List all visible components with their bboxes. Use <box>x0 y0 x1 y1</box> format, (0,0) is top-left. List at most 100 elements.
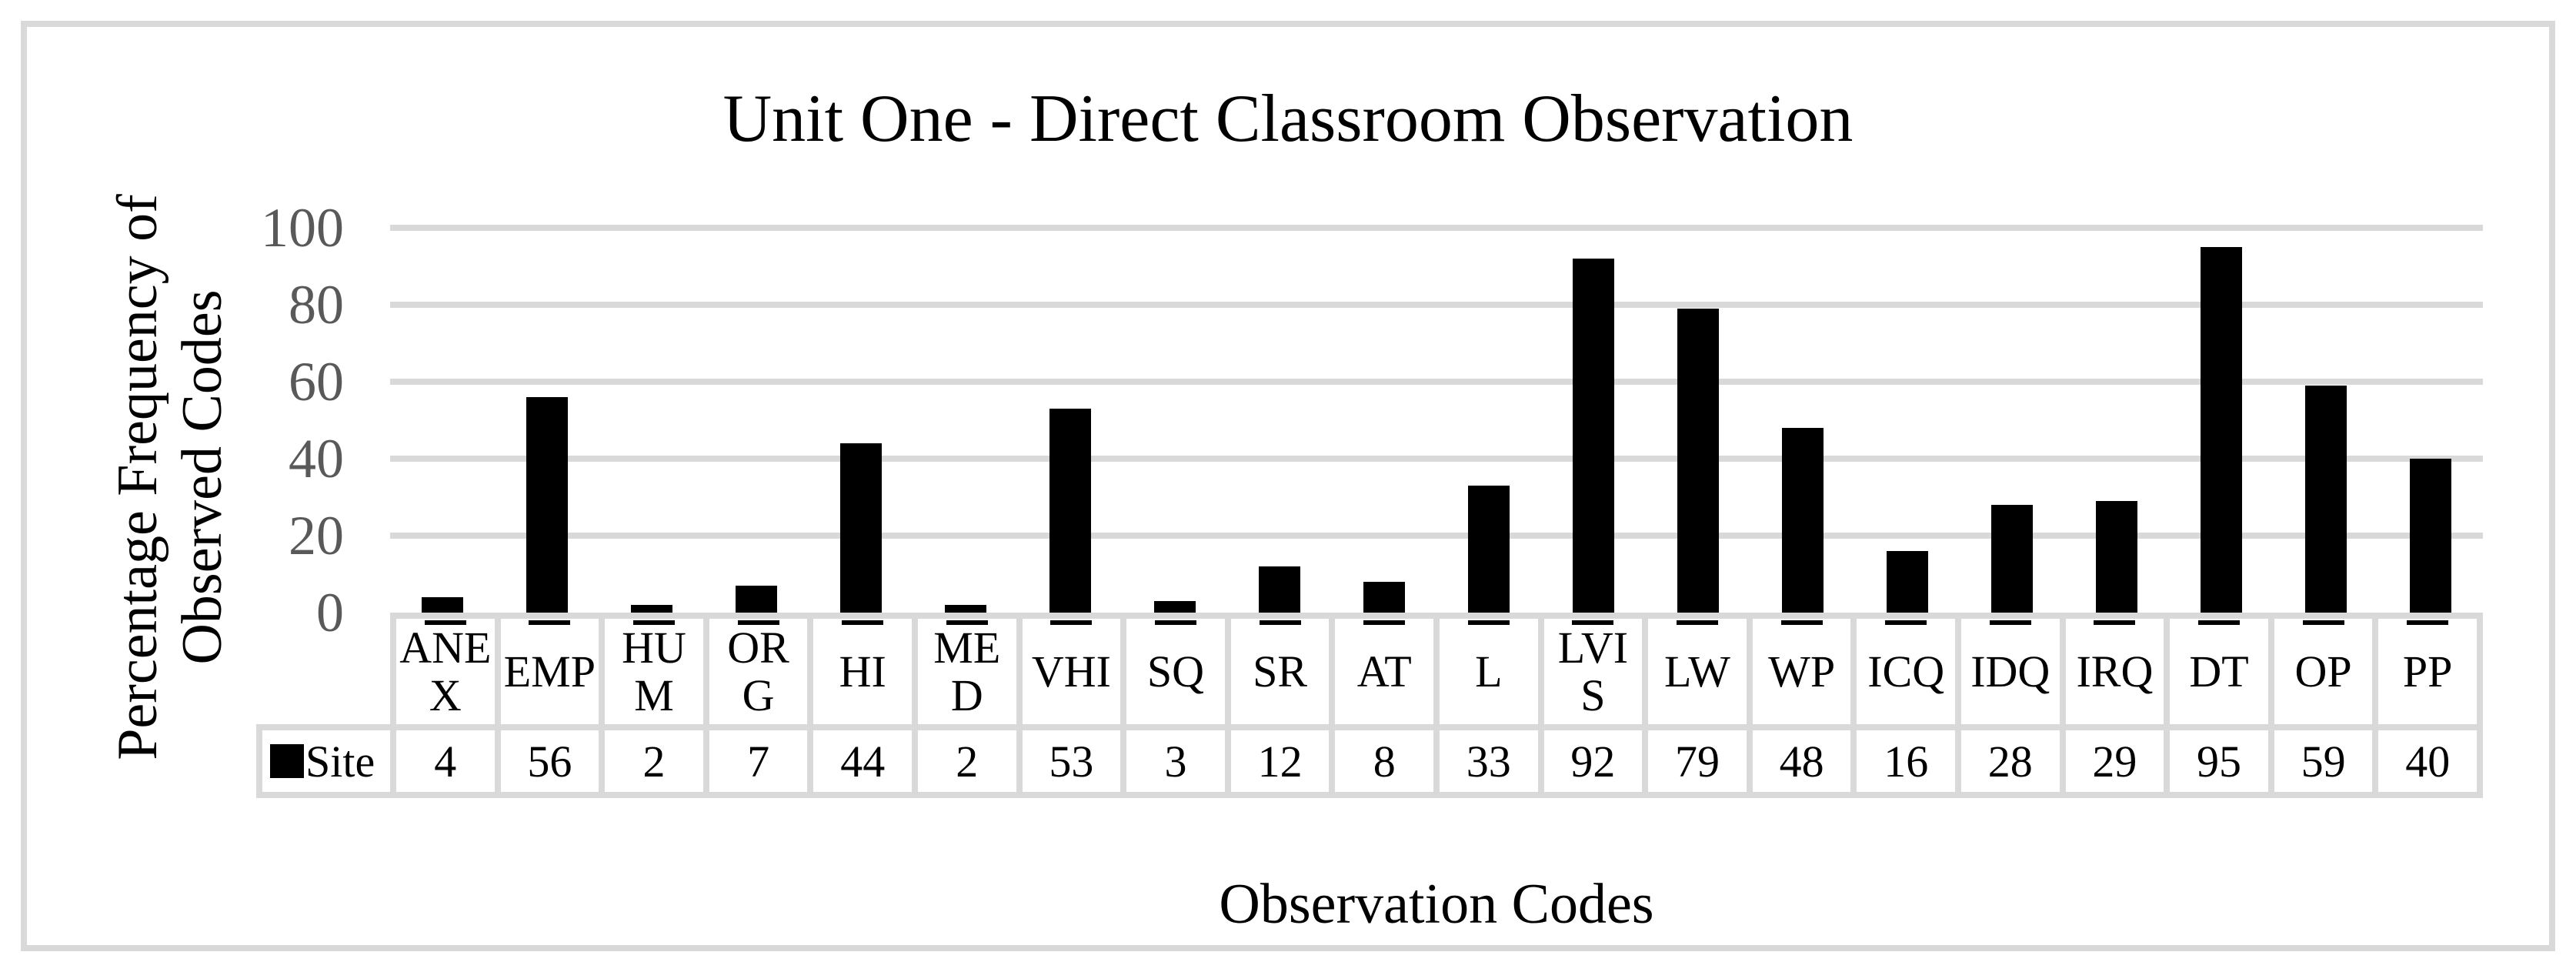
category-label: EMP <box>503 646 596 696</box>
category-label: LVI S <box>1557 622 1629 720</box>
value-cell-HI: 44 <box>813 730 912 792</box>
category-label: OR G <box>727 622 789 720</box>
category-label: ICQ <box>1867 646 1945 696</box>
value-cell-AT: 8 <box>1335 730 1433 792</box>
category-tick-mark <box>1989 620 2031 625</box>
gridline-40 <box>390 456 2483 462</box>
category-tick-mark <box>1885 620 1927 625</box>
category-label: HU M <box>622 622 686 720</box>
bar-SQ <box>1154 601 1196 613</box>
bar-HI <box>840 443 882 613</box>
category-header-ICQ: ICQ <box>1857 619 1955 724</box>
bar-IRQ <box>2096 501 2137 613</box>
category-tick-mark <box>946 620 988 625</box>
category-header-LW: LW <box>1648 619 1747 724</box>
category-tick-mark <box>1363 620 1406 625</box>
category-label: IDQ <box>1970 646 2050 696</box>
category-label: VHI <box>1031 646 1111 696</box>
category-header-HUM: HU M <box>605 619 703 724</box>
gridline-60 <box>390 379 2483 385</box>
bar-L <box>1468 486 1510 613</box>
y-tick-label-80: 80 <box>289 274 344 336</box>
category-tick-mark <box>842 620 884 625</box>
value-cell-SQ: 3 <box>1126 730 1225 792</box>
category-tick-mark <box>1467 620 1510 625</box>
category-tick-mark <box>1780 620 1823 625</box>
bar-EMP <box>526 397 568 613</box>
y-tick-label-60: 60 <box>289 351 344 413</box>
category-label: HI <box>839 646 886 696</box>
y-tick-label-100: 100 <box>261 197 344 259</box>
category-tick-mark <box>2094 620 2136 625</box>
value-cell-IRQ: 29 <box>2065 730 2164 792</box>
value-cell-LW: 79 <box>1648 730 1747 792</box>
category-label: IRQ <box>2076 646 2154 696</box>
x-axis-title: Observation Codes <box>1219 873 1654 936</box>
category-header-WP: WP <box>1752 619 1851 724</box>
category-tick-mark <box>1676 620 1718 625</box>
category-tick-mark <box>1259 620 1301 625</box>
category-header-EMP: EMP <box>500 619 599 724</box>
value-cell-L: 33 <box>1439 730 1538 792</box>
category-header-AT: AT <box>1335 619 1433 724</box>
category-tick-mark <box>737 620 779 625</box>
value-cell-IDQ: 28 <box>1960 730 2060 792</box>
legend-cell: Site <box>256 724 396 798</box>
category-label: AT <box>1356 646 1412 696</box>
y-tick-label-20: 20 <box>289 505 344 566</box>
category-header-MED: ME D <box>917 619 1016 724</box>
category-label: DT <box>2189 646 2249 696</box>
gridline-80 <box>390 302 2483 308</box>
category-tick-mark <box>632 620 675 625</box>
bar-OP <box>2305 386 2347 613</box>
value-cell-ANEX: 4 <box>396 730 495 792</box>
bar-VHI <box>1049 409 1091 613</box>
series-color-swatch-icon <box>270 744 304 778</box>
category-label: L <box>1475 646 1503 696</box>
chart-title: Unit One - Direct Classroom Observation <box>722 82 1854 156</box>
value-cell-PP: 40 <box>2378 730 2477 792</box>
plot-area <box>390 225 2483 613</box>
bar-ORG <box>736 586 777 613</box>
category-header-SR: SR <box>1230 619 1330 724</box>
bar-DT <box>2201 247 2242 613</box>
category-header-VHI: VHI <box>1022 619 1121 724</box>
bar-AT <box>1363 582 1405 613</box>
value-cell-SR: 12 <box>1230 730 1330 792</box>
category-label: ANE X <box>399 622 492 720</box>
category-tick-mark <box>2197 620 2240 625</box>
category-header-OP: OP <box>2274 619 2373 724</box>
bar-PP <box>2410 459 2451 613</box>
bar-MED <box>945 605 986 613</box>
category-label: PP <box>2402 646 2453 696</box>
category-label: SQ <box>1146 646 1205 696</box>
gridline-20 <box>390 533 2483 539</box>
series-name: Site <box>305 736 375 787</box>
value-cell-MED: 2 <box>917 730 1016 792</box>
category-header-LVIS: LVI S <box>1543 619 1643 724</box>
bar-LW <box>1677 309 1719 613</box>
category-header-ANEX: ANE X <box>396 619 495 724</box>
category-label: SR <box>1253 646 1308 696</box>
category-label: WP <box>1768 646 1836 696</box>
category-tick-mark <box>2407 620 2449 625</box>
value-cell-DT: 95 <box>2170 730 2268 792</box>
bar-LVIS <box>1573 259 1614 613</box>
category-label: LW <box>1664 646 1730 696</box>
bar-HUM <box>631 605 672 613</box>
category-header-PP: PP <box>2378 619 2477 724</box>
value-cell-LVIS: 92 <box>1543 730 1643 792</box>
bar-SR <box>1259 566 1300 613</box>
bar-ANEX <box>422 597 463 613</box>
category-tick-mark <box>1154 620 1196 625</box>
bar-WP <box>1782 428 1824 613</box>
category-label: OP <box>2294 646 2352 696</box>
data-table: ANE X EMP HU M OR G HI ME D VHI SQ SR AT L LVI S LW W… <box>390 613 2483 798</box>
gridline-100 <box>390 225 2483 231</box>
category-header-IRQ: IRQ <box>2065 619 2164 724</box>
category-tick-mark <box>529 620 571 625</box>
value-cell-WP: 48 <box>1752 730 1851 792</box>
value-cell-OP: 59 <box>2274 730 2373 792</box>
category-tick-mark <box>1572 620 1614 625</box>
y-tick-label-40: 40 <box>289 428 344 489</box>
